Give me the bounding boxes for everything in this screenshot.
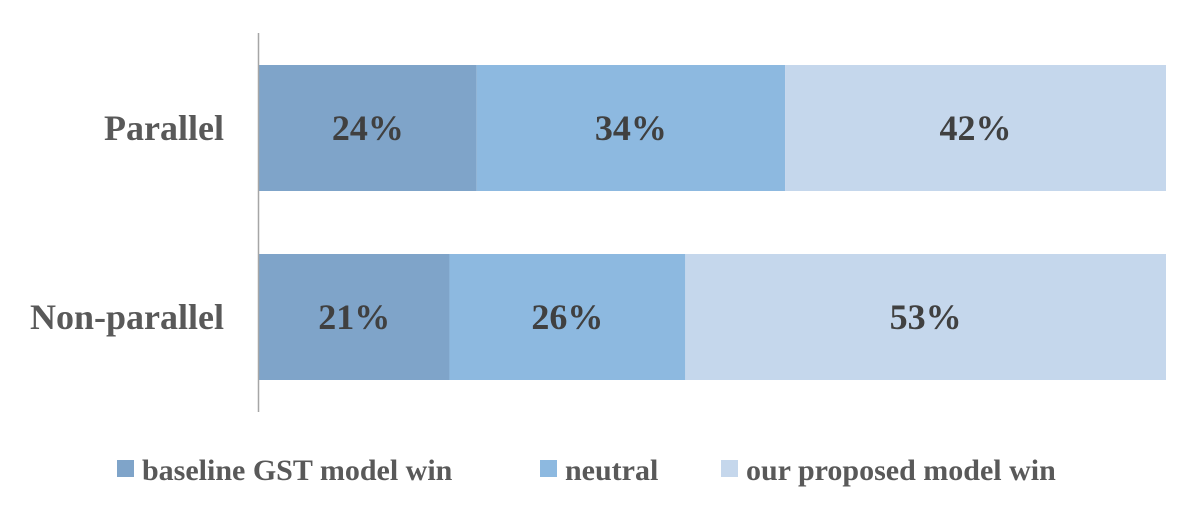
bar-1-segment-2 — [476, 65, 786, 191]
legend-swatch — [721, 460, 738, 477]
bar-2-segment-2 — [449, 254, 686, 380]
data-label: 21% — [318, 297, 390, 337]
legend-swatch — [540, 460, 557, 477]
legend-swatch — [117, 460, 134, 477]
data-label: 26% — [531, 297, 603, 337]
bar-1-segment-1 — [259, 65, 477, 191]
bar-area: 24% 34% 42% 21% 26% 53% — [259, 65, 1166, 380]
category-label: Non-parallel — [30, 297, 224, 337]
data-label: 42% — [940, 108, 1012, 148]
category-labels: Parallel Non-parallel — [30, 108, 224, 337]
legend: baseline GST model win neutral our propose… — [117, 454, 1056, 487]
bar-2-segment-1 — [259, 254, 450, 380]
category-label: Parallel — [104, 108, 224, 148]
legend-label: neutral — [565, 454, 658, 487]
bar-1-segment-3 — [785, 65, 1166, 191]
data-label: 53% — [890, 297, 962, 337]
data-label: 34% — [595, 108, 667, 148]
legend-label: baseline GST model win — [142, 454, 453, 487]
legend-label: our proposed model win — [746, 454, 1056, 487]
bar-2-segment-3 — [685, 254, 1166, 380]
data-label: 24% — [332, 108, 404, 148]
